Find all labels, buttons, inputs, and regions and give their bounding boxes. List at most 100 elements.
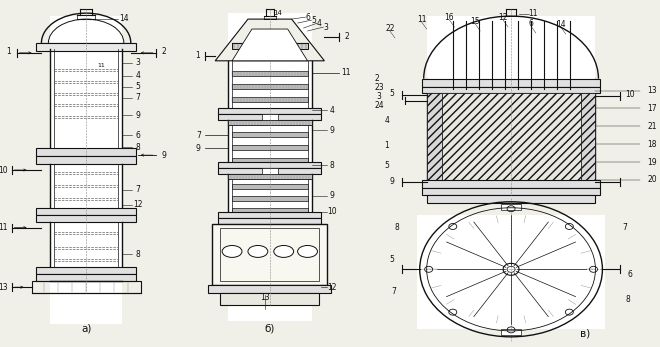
Bar xyxy=(232,43,308,49)
Text: 5: 5 xyxy=(135,82,140,91)
Ellipse shape xyxy=(248,245,268,257)
Bar xyxy=(220,228,319,281)
Bar xyxy=(228,174,312,179)
Bar xyxy=(228,13,312,321)
Bar xyxy=(218,109,321,115)
Text: 14: 14 xyxy=(273,10,282,16)
Text: 3: 3 xyxy=(323,23,328,32)
Bar xyxy=(36,156,136,164)
Bar xyxy=(36,267,136,274)
Text: 18: 18 xyxy=(647,140,657,149)
Bar xyxy=(422,79,601,87)
Text: 9: 9 xyxy=(330,191,335,200)
Bar xyxy=(262,168,278,174)
Text: 24: 24 xyxy=(374,101,384,110)
Bar xyxy=(426,195,595,203)
Text: 7: 7 xyxy=(196,131,201,140)
Ellipse shape xyxy=(222,245,242,257)
Text: 11: 11 xyxy=(0,223,7,232)
Text: 6: 6 xyxy=(305,12,310,22)
Bar xyxy=(218,212,321,218)
Text: 2: 2 xyxy=(345,33,350,42)
Text: 8: 8 xyxy=(626,295,630,304)
Bar xyxy=(501,204,521,210)
Text: 3: 3 xyxy=(377,92,381,101)
Text: 4: 4 xyxy=(385,116,389,125)
Bar xyxy=(442,93,581,180)
Bar xyxy=(36,148,136,156)
Text: 14: 14 xyxy=(119,14,129,23)
Text: 8: 8 xyxy=(135,143,140,152)
Polygon shape xyxy=(215,19,325,61)
Bar xyxy=(36,274,136,281)
Text: 8: 8 xyxy=(395,223,399,232)
Text: 7: 7 xyxy=(623,223,628,232)
Text: 12: 12 xyxy=(327,283,337,292)
Text: 5: 5 xyxy=(311,16,316,25)
Text: 1: 1 xyxy=(385,141,389,150)
Text: 7: 7 xyxy=(135,93,140,102)
Bar xyxy=(232,84,308,88)
Text: 2: 2 xyxy=(161,48,166,56)
Text: 8: 8 xyxy=(330,161,335,170)
Bar xyxy=(416,215,605,329)
Text: 10: 10 xyxy=(327,207,337,216)
Text: б): б) xyxy=(265,324,275,334)
Bar xyxy=(501,329,521,335)
Ellipse shape xyxy=(274,245,294,257)
Bar xyxy=(36,215,136,222)
Text: 4: 4 xyxy=(317,19,322,27)
Text: 2: 2 xyxy=(375,74,379,83)
Text: 1: 1 xyxy=(195,51,200,60)
Bar xyxy=(232,158,308,163)
Text: 5: 5 xyxy=(389,255,395,264)
Text: 9: 9 xyxy=(330,126,335,135)
Text: 17: 17 xyxy=(647,104,657,113)
Text: 16: 16 xyxy=(445,12,454,22)
Bar xyxy=(232,196,308,201)
Text: 7: 7 xyxy=(135,185,140,194)
Text: 9: 9 xyxy=(196,144,201,153)
Bar xyxy=(232,71,308,76)
Bar xyxy=(232,145,308,150)
Text: 4: 4 xyxy=(135,71,140,80)
Text: 6: 6 xyxy=(135,131,140,140)
Bar xyxy=(32,281,141,293)
Bar xyxy=(581,93,595,180)
Bar xyxy=(426,16,595,195)
Bar xyxy=(422,180,601,188)
Bar xyxy=(228,120,312,125)
Text: 9: 9 xyxy=(135,111,140,120)
Text: 11: 11 xyxy=(417,15,426,24)
Text: 11: 11 xyxy=(341,68,351,77)
Text: 9: 9 xyxy=(161,151,166,160)
Text: 21: 21 xyxy=(647,122,657,131)
Bar xyxy=(232,96,308,102)
Text: а): а) xyxy=(81,324,91,334)
Bar xyxy=(36,43,136,51)
Text: 22: 22 xyxy=(385,24,395,33)
Bar xyxy=(262,115,278,120)
Text: 19: 19 xyxy=(647,158,657,167)
Text: 23: 23 xyxy=(374,83,384,92)
Bar xyxy=(218,162,321,168)
Text: в): в) xyxy=(580,329,591,339)
Text: 13: 13 xyxy=(260,293,270,302)
Text: 7: 7 xyxy=(391,287,397,296)
Bar xyxy=(232,132,308,137)
Text: 5: 5 xyxy=(389,89,395,98)
Text: 11: 11 xyxy=(97,63,105,68)
Bar xyxy=(220,293,319,305)
Bar xyxy=(232,208,308,213)
Bar xyxy=(218,218,321,223)
Text: 14: 14 xyxy=(556,19,566,28)
Text: 5: 5 xyxy=(385,161,389,170)
Text: 10: 10 xyxy=(0,166,7,175)
Text: 1: 1 xyxy=(7,48,11,56)
Text: 20: 20 xyxy=(647,176,657,185)
Bar xyxy=(426,93,442,180)
Text: 4: 4 xyxy=(330,106,335,115)
Bar xyxy=(422,87,601,93)
Text: 6: 6 xyxy=(529,19,533,27)
Bar xyxy=(218,115,321,120)
